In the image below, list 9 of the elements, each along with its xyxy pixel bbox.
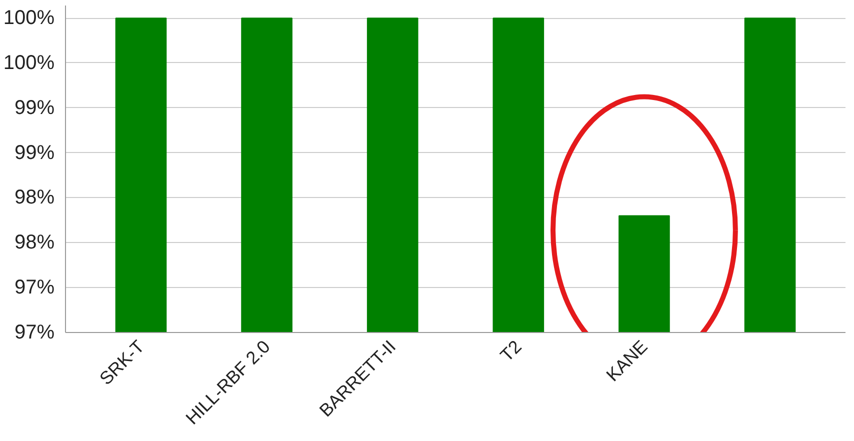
x-tick-label: T2 [496,336,526,366]
y-tick-label: 100% [3,52,55,74]
y-tick-label: 97% [14,276,55,299]
y-tick-label: 99% [14,96,55,119]
y-tick-label: 98% [14,232,55,254]
y-tick-label: 100% [3,7,55,30]
y-tick-label: 97% [14,322,55,344]
y-tick-label: 99% [14,142,55,164]
y-tick-label: 98% [14,186,55,209]
